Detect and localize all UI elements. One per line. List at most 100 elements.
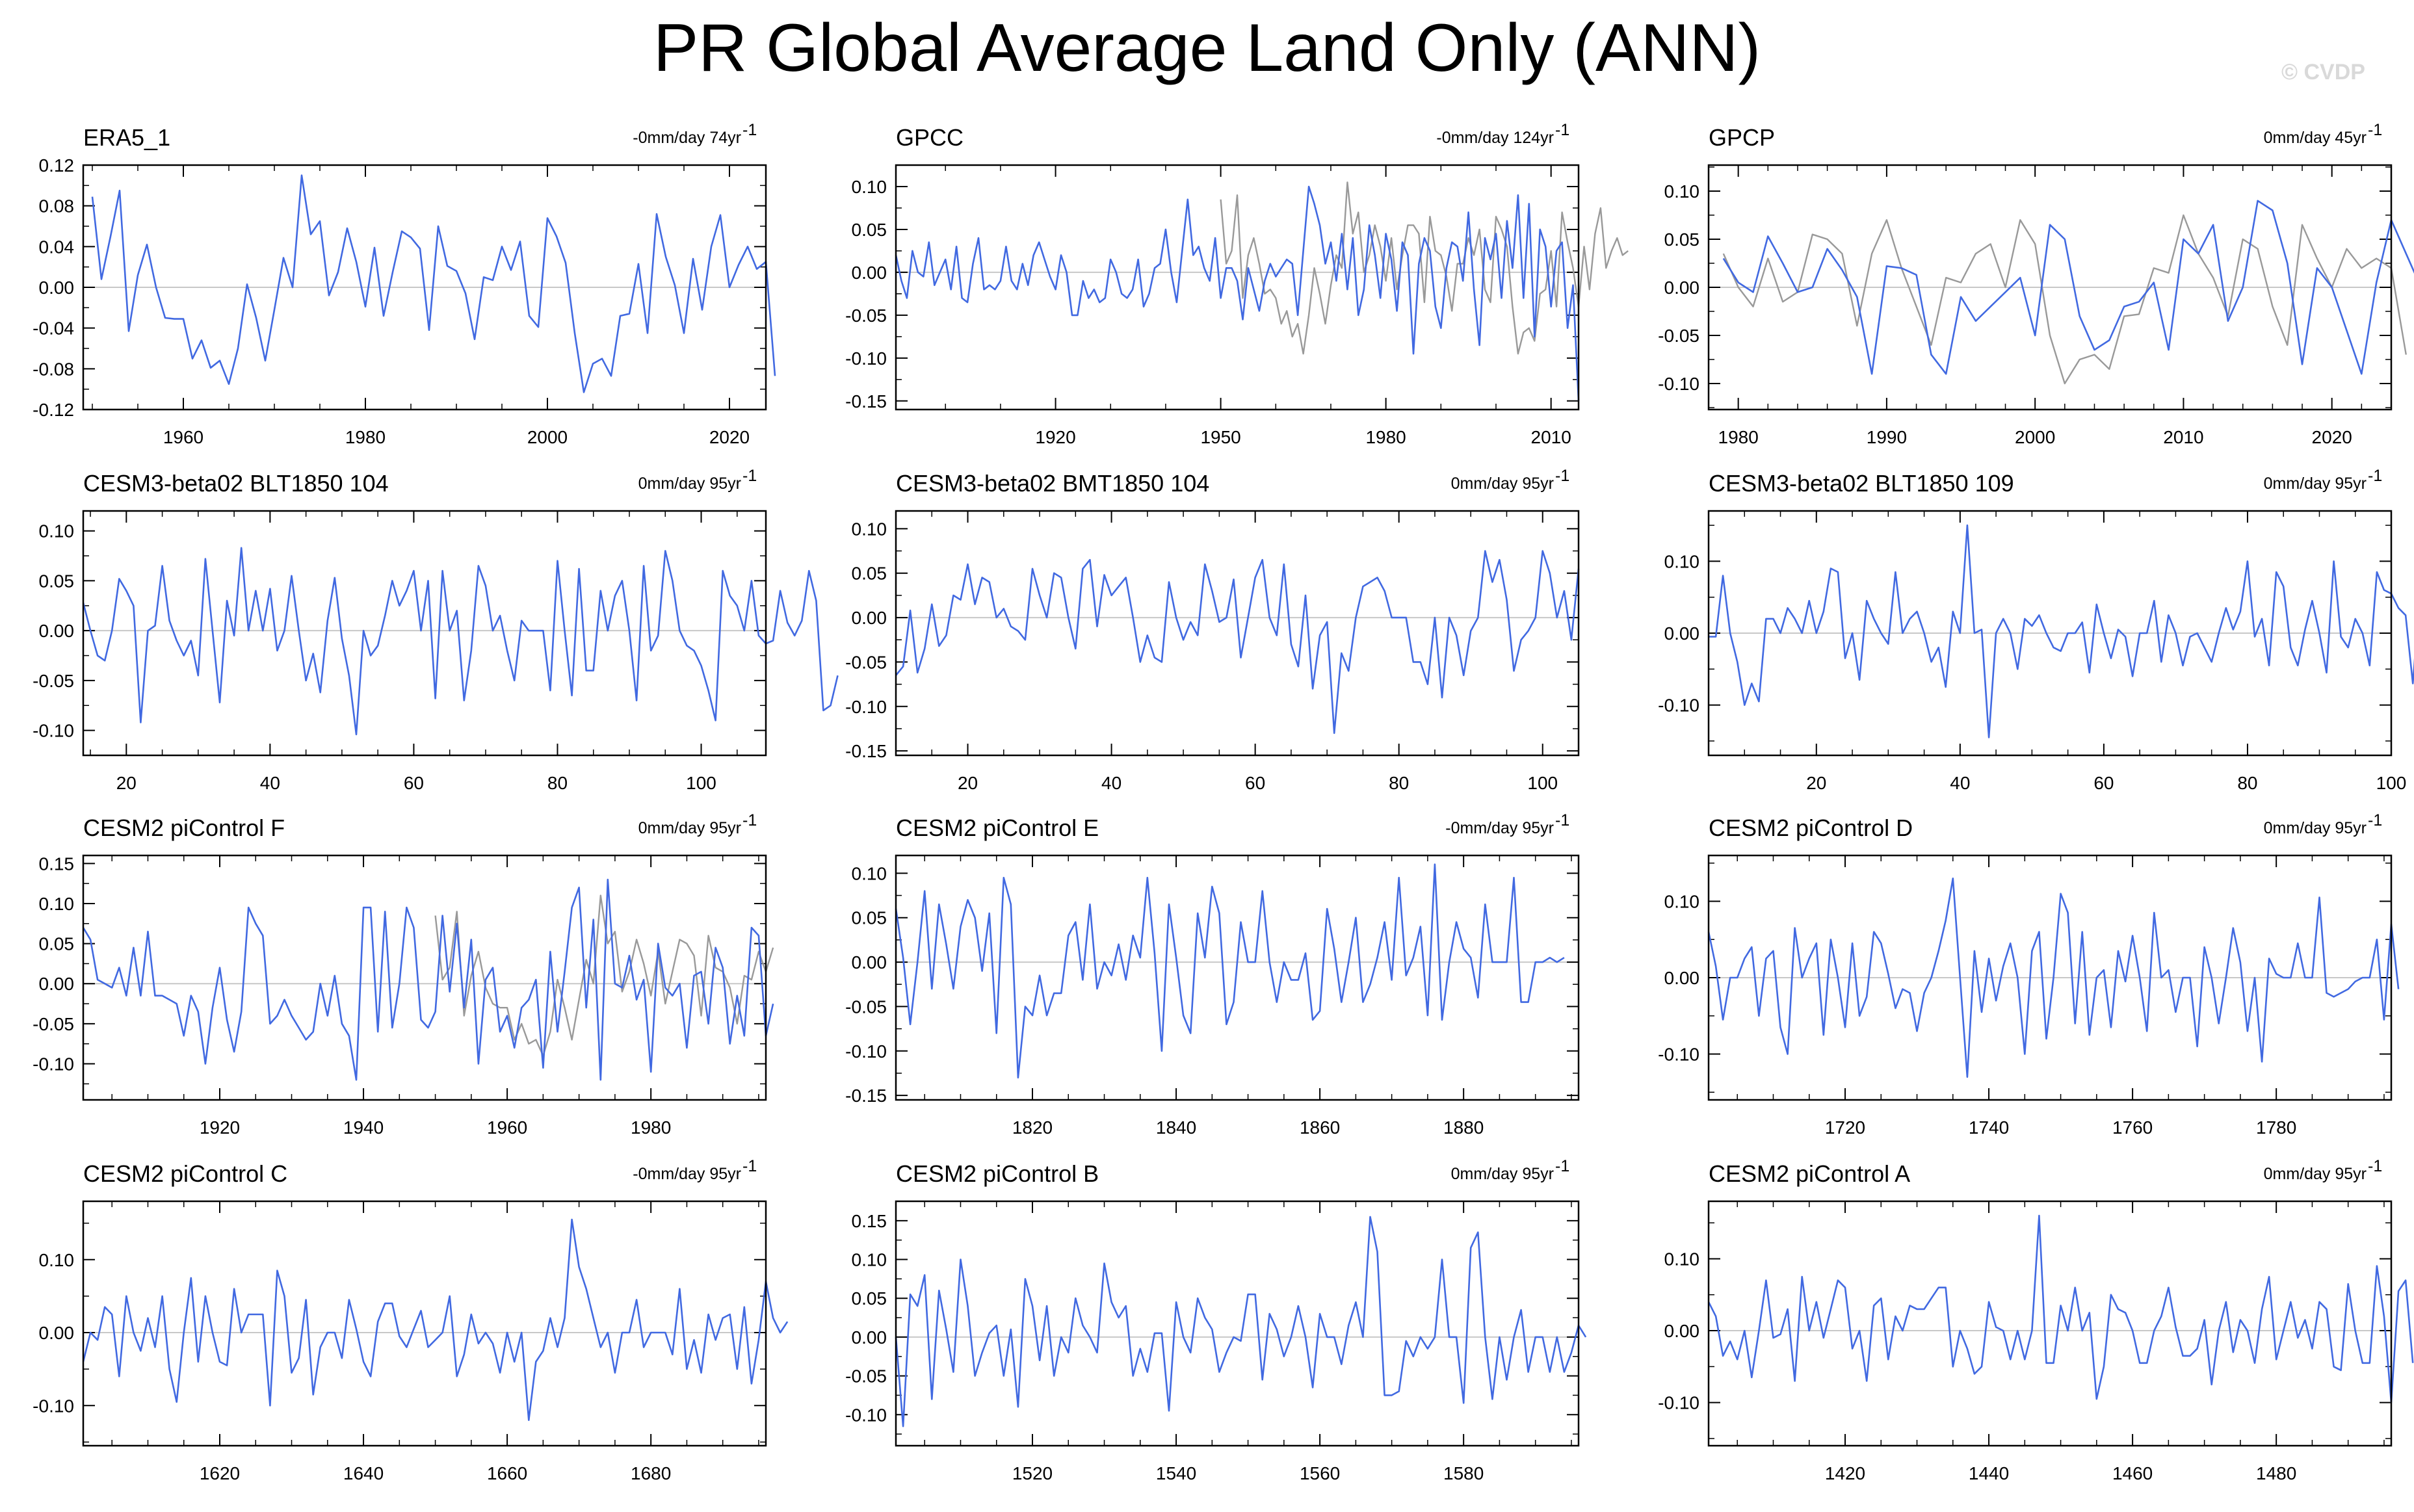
plot-frame bbox=[895, 510, 1580, 757]
model-series-line bbox=[82, 547, 839, 736]
chart-panel: CESM3-beta02 BLT1850 104 0mm/day 95yr -1 20… bbox=[33, 467, 839, 793]
plot-frame bbox=[1707, 854, 2393, 1101]
x-tick-label: 1990 bbox=[1867, 427, 1907, 447]
x-tick-label: 20 bbox=[958, 773, 978, 793]
y-tick-label: -0.12 bbox=[33, 400, 74, 420]
x-tick-label: 80 bbox=[1389, 773, 1409, 793]
y-tick-label: 0.10 bbox=[1664, 551, 1700, 571]
model-series-line bbox=[91, 174, 776, 393]
plot-frame bbox=[82, 1200, 767, 1447]
y-tick-label: 0.00 bbox=[39, 1323, 75, 1343]
y-tick-label: 0.05 bbox=[39, 934, 75, 954]
y-tick-label: -0.15 bbox=[845, 1086, 887, 1106]
x-tick-label: 1440 bbox=[1969, 1463, 2009, 1483]
plot-frame bbox=[82, 854, 767, 1101]
plot-frame bbox=[1707, 510, 2393, 757]
model-series-line bbox=[82, 1218, 789, 1421]
y-tick-label: 0.10 bbox=[1664, 181, 1700, 202]
y-tick-label: 0.05 bbox=[852, 564, 887, 584]
y-tick-label: 0.00 bbox=[39, 974, 75, 994]
x-tick-label: 40 bbox=[260, 773, 280, 793]
x-tick-label: 60 bbox=[1245, 773, 1265, 793]
y-tick-label: 0.10 bbox=[1664, 1249, 1700, 1269]
trend-exponent: -1 bbox=[1555, 121, 1569, 139]
y-tick-label: -0.10 bbox=[33, 721, 74, 741]
y-tick-label: 0.15 bbox=[39, 854, 75, 874]
y-tick-label: -0.10 bbox=[1658, 1045, 1699, 1065]
trend-exponent: -1 bbox=[1555, 467, 1569, 485]
x-tick-label: 60 bbox=[404, 773, 424, 793]
x-tick-label: 100 bbox=[686, 773, 716, 793]
plot-frame bbox=[895, 164, 1580, 411]
y-tick-label: 0.00 bbox=[852, 608, 887, 628]
y-tick-label: 0.00 bbox=[852, 952, 887, 972]
trend-label: -0mm/day 95yr bbox=[1445, 819, 1554, 837]
y-tick-label: 0.10 bbox=[39, 1250, 75, 1270]
x-tick-label: 1580 bbox=[1443, 1463, 1484, 1483]
chart-panel: CESM2 piControl E -0mm/day 95yr -1 1820 1840… bbox=[845, 811, 1580, 1138]
x-tick-label: 2000 bbox=[527, 427, 568, 447]
x-tick-label: 1840 bbox=[1156, 1117, 1196, 1138]
y-tick-label: -0.10 bbox=[33, 1396, 74, 1416]
y-tick-label: -0.05 bbox=[845, 1366, 887, 1387]
model-series-line bbox=[82, 878, 774, 1081]
trend-label: -0mm/day 124yr bbox=[1436, 129, 1554, 147]
plot-frame bbox=[895, 854, 1580, 1101]
y-tick-label: 0.15 bbox=[852, 1211, 887, 1231]
y-tick-label: 0.10 bbox=[852, 1250, 887, 1270]
chart-title: CESM2 piControl F bbox=[83, 815, 285, 841]
y-tick-label: 0.10 bbox=[39, 521, 75, 541]
x-tick-label: 100 bbox=[1527, 773, 1558, 793]
y-tick-label: 0.04 bbox=[39, 237, 75, 257]
chart-title: CESM3-beta02 BLT1850 109 bbox=[1709, 470, 2014, 497]
obs-series-line bbox=[434, 894, 774, 1057]
y-tick-label: -0.05 bbox=[845, 652, 887, 672]
x-tick-label: 1920 bbox=[200, 1117, 240, 1138]
y-tick-label: -0.04 bbox=[33, 319, 74, 339]
plot-frame bbox=[82, 164, 767, 411]
model-series-line bbox=[895, 185, 1580, 401]
chart-title: GPCC bbox=[896, 124, 964, 151]
y-tick-label: -0.05 bbox=[845, 306, 887, 326]
chart-title: CESM2 piControl E bbox=[896, 815, 1099, 841]
y-tick-label: -0.10 bbox=[845, 348, 887, 369]
x-tick-label: 1960 bbox=[163, 427, 203, 447]
x-tick-label: 1540 bbox=[1156, 1463, 1196, 1483]
y-tick-label: -0.05 bbox=[33, 671, 74, 691]
plot-frame bbox=[1707, 1200, 2393, 1447]
x-tick-label: 1680 bbox=[631, 1463, 671, 1483]
y-tick-label: -0.05 bbox=[845, 997, 887, 1017]
chart-title: CESM3-beta02 BLT1850 104 bbox=[83, 470, 389, 497]
y-tick-label: -0.10 bbox=[845, 1041, 887, 1062]
y-tick-label: 0.12 bbox=[39, 155, 75, 176]
trend-label: 0mm/day 95yr bbox=[638, 475, 741, 493]
chart-panel: CESM2 piControl A 0mm/day 95yr -1 1420 1440 1… bbox=[1658, 1157, 2414, 1483]
x-tick-label: 40 bbox=[1101, 773, 1122, 793]
x-tick-label: 60 bbox=[2093, 773, 2114, 793]
trend-exponent: -1 bbox=[742, 1157, 757, 1175]
chart-panel: CESM3-beta02 BMT1850 104 0mm/day 95yr -1 20… bbox=[845, 467, 1580, 793]
y-tick-label: 0.00 bbox=[1664, 278, 1700, 298]
y-tick-label: -0.10 bbox=[845, 1405, 887, 1425]
obs-series-line bbox=[1722, 214, 2407, 385]
plot-frame bbox=[895, 1200, 1580, 1447]
y-tick-label: 0.08 bbox=[39, 196, 75, 216]
x-tick-label: 2000 bbox=[2015, 427, 2055, 447]
trend-label: 0mm/day 95yr bbox=[2264, 819, 2367, 837]
y-tick-label: -0.05 bbox=[1658, 326, 1699, 346]
y-tick-label: 0.10 bbox=[39, 894, 75, 914]
y-tick-label: -0.10 bbox=[1658, 374, 1699, 394]
trend-label: 0mm/day 45yr bbox=[2264, 129, 2367, 147]
chart-title: CESM2 piControl C bbox=[83, 1160, 287, 1187]
model-series-line bbox=[895, 1216, 1587, 1427]
x-tick-label: 1980 bbox=[1718, 427, 1759, 447]
trend-exponent: -1 bbox=[742, 467, 757, 485]
chart-title: CESM2 piControl A bbox=[1709, 1160, 1910, 1187]
x-tick-label: 80 bbox=[2237, 773, 2257, 793]
y-tick-label: 0.00 bbox=[39, 621, 75, 641]
x-tick-label: 1660 bbox=[487, 1463, 527, 1483]
chart-panel: CESM2 piControl B 0mm/day 95yr -1 1520 1540 1… bbox=[845, 1157, 1587, 1483]
trend-exponent: -1 bbox=[742, 121, 757, 139]
x-tick-label: 1460 bbox=[2112, 1463, 2153, 1483]
